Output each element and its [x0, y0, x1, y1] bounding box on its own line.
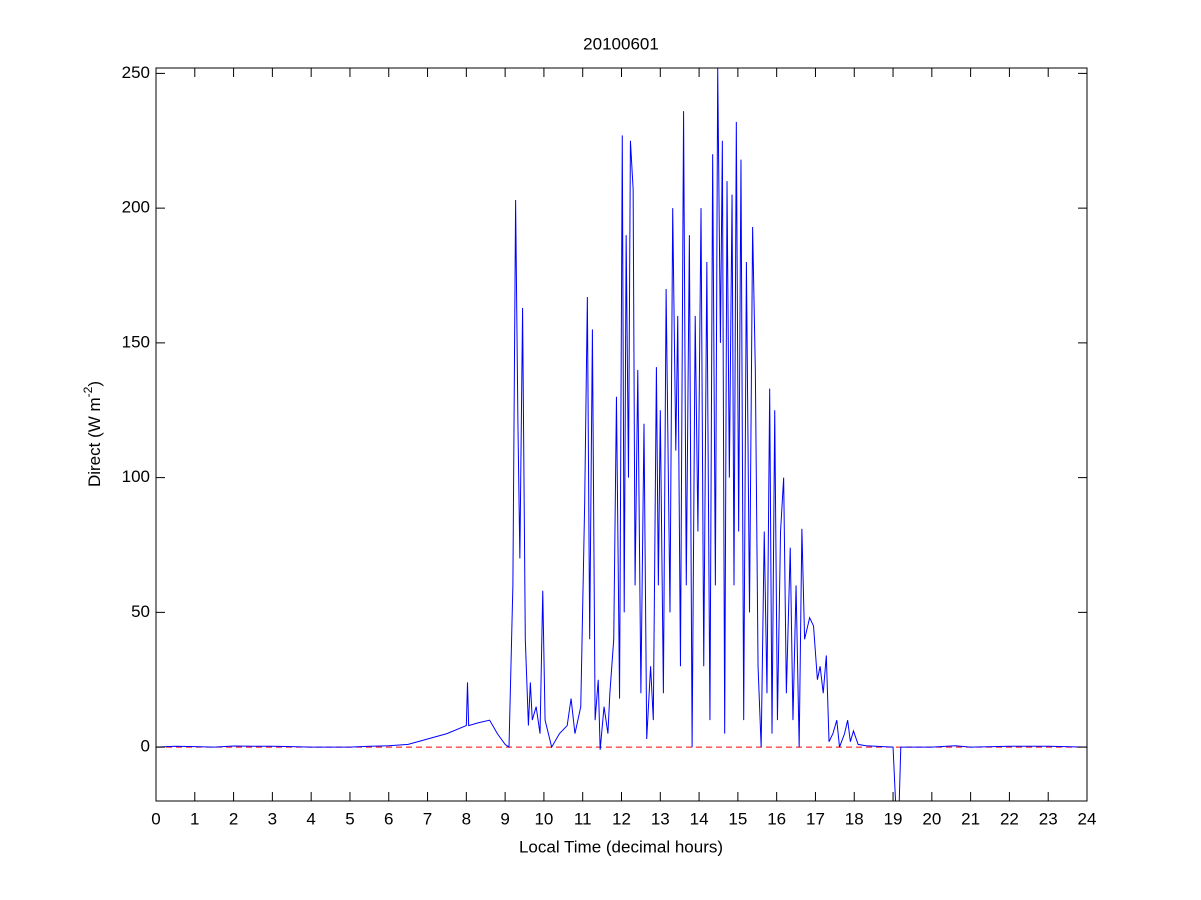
x-tick-label: 18	[845, 809, 864, 828]
y-tick-label: 100	[122, 467, 150, 486]
x-tick-label: 3	[268, 809, 277, 828]
x-tick-label: 14	[690, 809, 709, 828]
x-tick-label: 7	[423, 809, 432, 828]
y-tick-label: 50	[131, 602, 150, 621]
x-tick-label: 20	[922, 809, 941, 828]
data-line	[156, 68, 1087, 801]
chart-title: 20100601	[583, 34, 659, 53]
x-tick-label: 12	[612, 809, 631, 828]
x-tick-label: 6	[384, 809, 393, 828]
y-tick-label: 150	[122, 332, 150, 351]
y-tick-label: 200	[122, 198, 150, 217]
x-tick-label: 22	[1000, 809, 1019, 828]
x-tick-label: 5	[345, 809, 354, 828]
y-tick-label: 250	[122, 63, 150, 82]
y-axis-label: Direct (W m-2)	[81, 381, 104, 487]
x-tick-label: 2	[229, 809, 238, 828]
x-tick-label: 10	[534, 809, 553, 828]
y-label-superscript: -2	[81, 386, 95, 397]
x-tick-label: 24	[1078, 809, 1097, 828]
x-tick-label: 16	[767, 809, 786, 828]
x-tick-label: 8	[462, 809, 471, 828]
x-tick-label: 1	[190, 809, 199, 828]
x-tick-label: 0	[151, 809, 160, 828]
y-tick-label: 0	[141, 737, 150, 756]
x-tick-label: 21	[961, 809, 980, 828]
x-tick-label: 15	[728, 809, 747, 828]
x-tick-label: 19	[884, 809, 903, 828]
x-tick-label: 17	[806, 809, 825, 828]
x-tick-label: 23	[1039, 809, 1058, 828]
plot-area	[156, 68, 1087, 801]
x-tick-label: 11	[574, 809, 592, 828]
x-tick-label: 9	[500, 809, 509, 828]
x-tick-label: 13	[651, 809, 670, 828]
x-tick-label: 4	[306, 809, 315, 828]
y-label-text: Direct (W m	[85, 397, 104, 487]
x-axis-label: Local Time (decimal hours)	[519, 837, 723, 856]
y-label-suffix: )	[85, 381, 104, 387]
